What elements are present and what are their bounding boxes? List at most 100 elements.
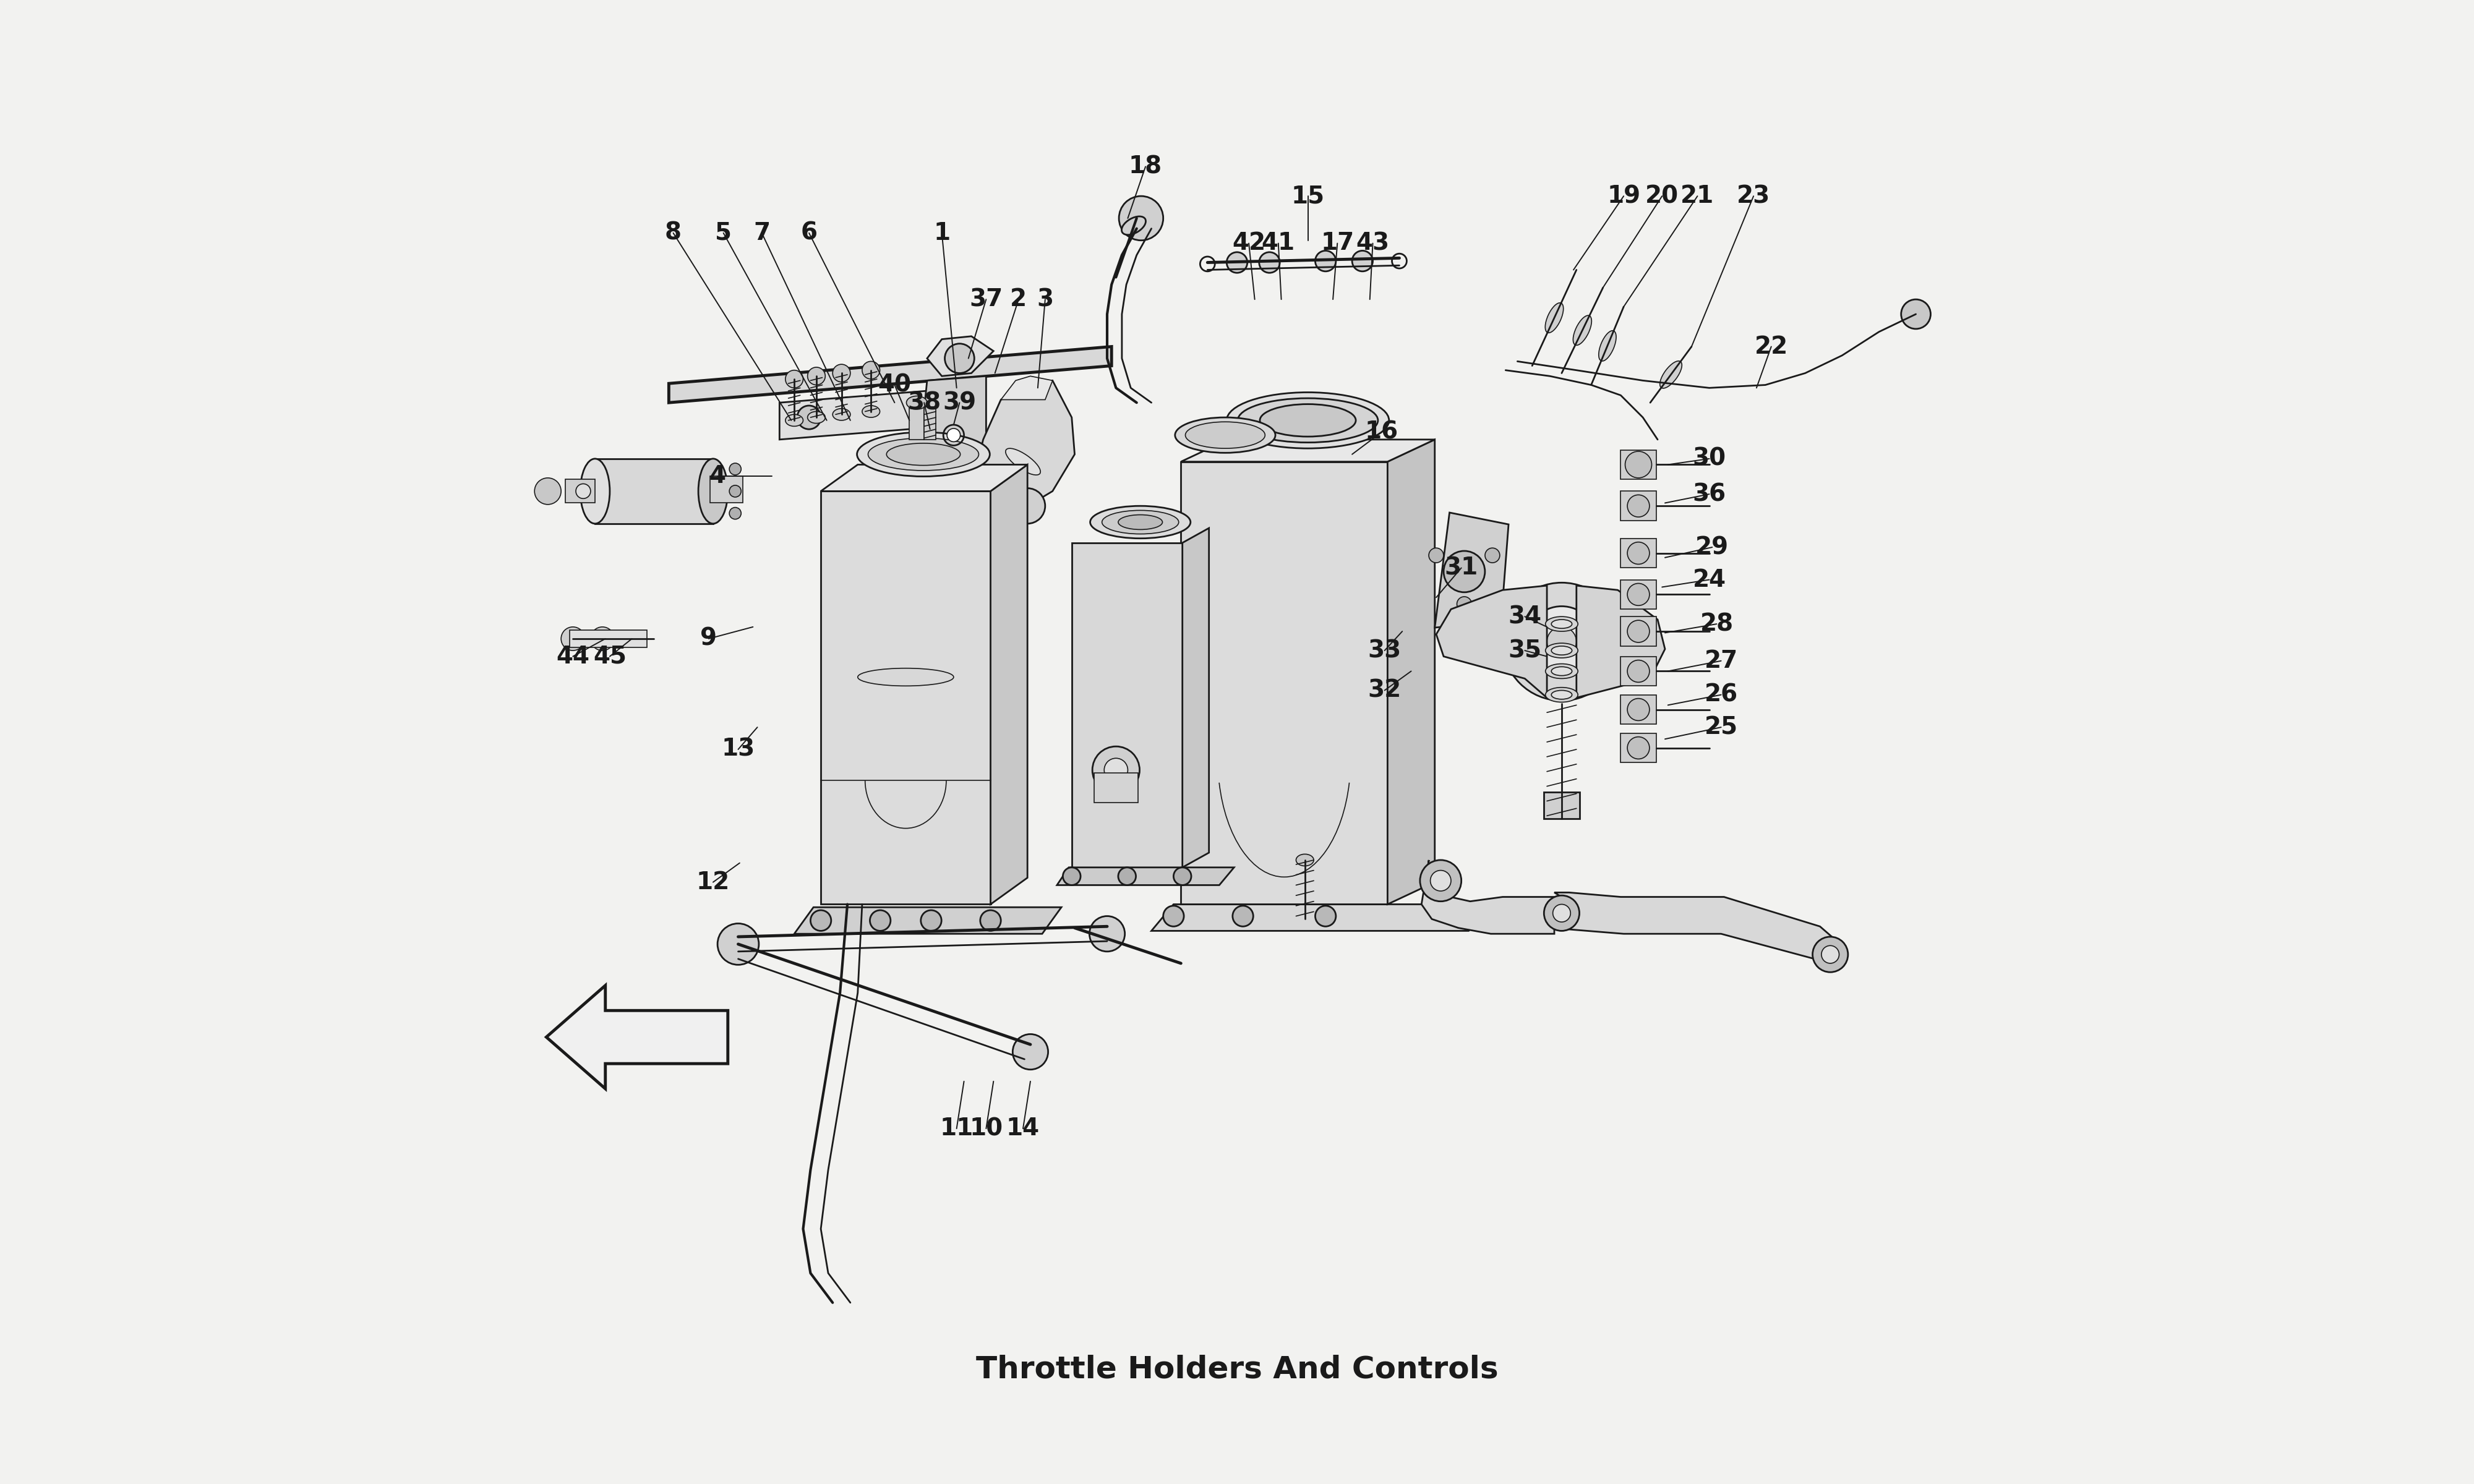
- Circle shape: [1118, 196, 1163, 240]
- Polygon shape: [821, 464, 1027, 491]
- Text: 19: 19: [1608, 184, 1640, 208]
- Text: 29: 29: [1695, 536, 1729, 559]
- Circle shape: [1012, 1034, 1049, 1070]
- Bar: [1544, 792, 1578, 819]
- Ellipse shape: [562, 626, 584, 650]
- Text: 12: 12: [695, 871, 730, 893]
- Polygon shape: [990, 464, 1027, 904]
- Ellipse shape: [1091, 506, 1190, 539]
- Polygon shape: [1002, 375, 1051, 399]
- Ellipse shape: [834, 364, 851, 381]
- Ellipse shape: [1546, 687, 1578, 702]
- Ellipse shape: [1004, 448, 1042, 475]
- Ellipse shape: [1573, 316, 1591, 346]
- Text: Throttle Holders And Controls: Throttle Holders And Controls: [975, 1355, 1499, 1385]
- Polygon shape: [920, 375, 987, 462]
- Circle shape: [717, 923, 760, 965]
- Ellipse shape: [581, 459, 609, 524]
- Polygon shape: [1183, 528, 1210, 868]
- Polygon shape: [1576, 586, 1665, 697]
- Circle shape: [1821, 945, 1838, 963]
- Circle shape: [1554, 904, 1571, 922]
- Bar: [569, 629, 646, 647]
- Circle shape: [1625, 451, 1653, 478]
- Ellipse shape: [834, 408, 851, 420]
- Circle shape: [1900, 300, 1930, 329]
- Ellipse shape: [1551, 619, 1571, 628]
- Circle shape: [1430, 870, 1450, 890]
- Text: 16: 16: [1366, 420, 1398, 444]
- Polygon shape: [779, 387, 965, 439]
- Text: 43: 43: [1356, 232, 1390, 255]
- Text: 11: 11: [940, 1117, 972, 1140]
- Text: 13: 13: [722, 738, 755, 761]
- Circle shape: [1628, 660, 1650, 683]
- Text: 33: 33: [1368, 638, 1400, 662]
- Circle shape: [1430, 548, 1442, 562]
- Ellipse shape: [784, 370, 804, 387]
- Text: 40: 40: [878, 372, 910, 396]
- Ellipse shape: [534, 478, 562, 505]
- Text: 44: 44: [557, 644, 589, 668]
- Polygon shape: [668, 347, 1111, 402]
- Ellipse shape: [1551, 666, 1571, 675]
- Polygon shape: [710, 476, 742, 503]
- Circle shape: [1813, 936, 1848, 972]
- Text: 39: 39: [943, 390, 977, 414]
- Ellipse shape: [1551, 690, 1571, 699]
- Ellipse shape: [807, 411, 826, 423]
- Text: 5: 5: [715, 221, 732, 245]
- Circle shape: [1094, 746, 1141, 794]
- Text: 35: 35: [1509, 638, 1541, 662]
- Text: 26: 26: [1705, 683, 1737, 706]
- Text: 24: 24: [1692, 568, 1727, 592]
- Circle shape: [1628, 542, 1650, 564]
- Text: 41: 41: [1262, 232, 1294, 255]
- Bar: [1620, 616, 1655, 646]
- Text: 10: 10: [970, 1117, 1002, 1140]
- Ellipse shape: [858, 668, 952, 686]
- Text: 2: 2: [1009, 288, 1027, 312]
- Polygon shape: [1071, 543, 1183, 868]
- Circle shape: [1103, 758, 1128, 782]
- Circle shape: [1628, 738, 1650, 758]
- Circle shape: [1544, 895, 1578, 930]
- Ellipse shape: [591, 626, 614, 650]
- Circle shape: [1089, 916, 1126, 951]
- Ellipse shape: [1101, 510, 1178, 534]
- Polygon shape: [547, 985, 727, 1089]
- Ellipse shape: [1546, 303, 1564, 332]
- Text: 4: 4: [710, 464, 725, 488]
- Circle shape: [1173, 868, 1192, 884]
- Ellipse shape: [1175, 417, 1277, 453]
- Bar: [1620, 733, 1655, 763]
- Circle shape: [1628, 494, 1650, 516]
- Text: 42: 42: [1232, 232, 1267, 255]
- Ellipse shape: [1551, 646, 1571, 654]
- Ellipse shape: [1227, 392, 1388, 448]
- Ellipse shape: [807, 367, 826, 384]
- Polygon shape: [821, 491, 990, 904]
- Circle shape: [1447, 905, 1470, 926]
- Circle shape: [1502, 583, 1620, 700]
- Text: 17: 17: [1321, 232, 1353, 255]
- Ellipse shape: [1546, 663, 1578, 678]
- Text: 8: 8: [666, 221, 683, 245]
- Circle shape: [1628, 620, 1650, 643]
- Circle shape: [811, 910, 831, 930]
- Text: 28: 28: [1700, 613, 1734, 635]
- Bar: [1620, 695, 1655, 724]
- Polygon shape: [1056, 868, 1235, 884]
- Text: 21: 21: [1680, 184, 1714, 208]
- Polygon shape: [1435, 512, 1509, 628]
- Text: 27: 27: [1705, 649, 1737, 672]
- Circle shape: [871, 910, 891, 930]
- Circle shape: [1227, 252, 1247, 273]
- Text: 22: 22: [1754, 335, 1789, 358]
- Ellipse shape: [948, 429, 960, 442]
- Circle shape: [1232, 905, 1254, 926]
- Text: 30: 30: [1692, 447, 1727, 470]
- Ellipse shape: [1660, 361, 1682, 389]
- Bar: [1620, 491, 1655, 521]
- Ellipse shape: [861, 405, 881, 417]
